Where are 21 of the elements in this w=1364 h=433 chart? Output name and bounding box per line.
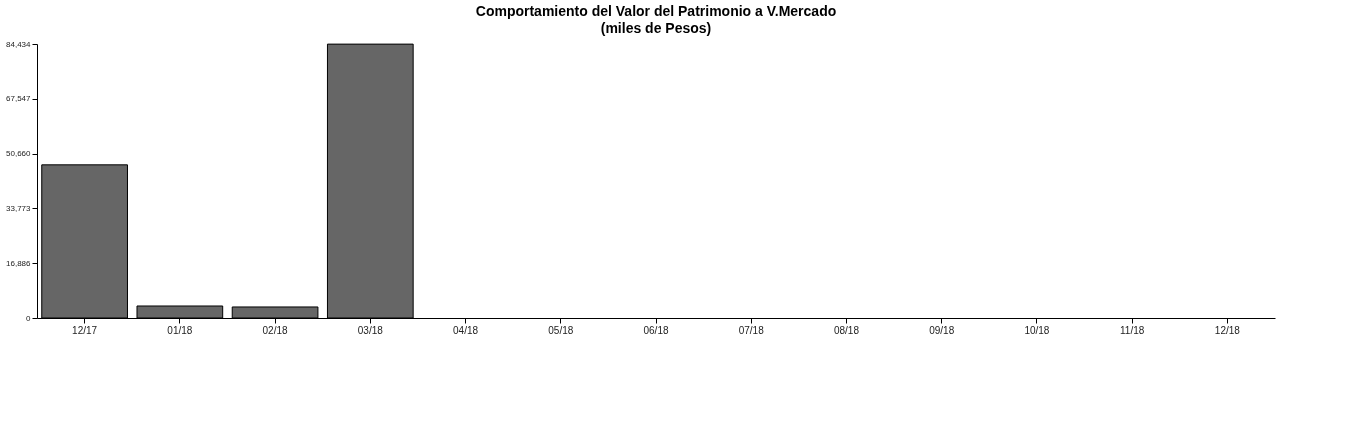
x-tick-label: 11/18 [1120, 324, 1145, 336]
x-tick-label: 06/18 [643, 324, 669, 336]
chart-title: Comportamiento del Valor del Patrimonio a V.Mercado [475, 3, 837, 19]
y-tick-label: 67,547 [6, 94, 32, 104]
chart-subtitle: (miles de Pesos) [600, 20, 712, 36]
y-tick-label: 0 [26, 313, 32, 323]
y-tick-label: 16,886 [6, 258, 32, 268]
x-tick-label: 03/18 [357, 324, 384, 336]
y-tick-label: 84,434 [6, 39, 32, 49]
y-tick-label: 33,773 [6, 203, 32, 213]
x-tick-label: 04/18 [453, 324, 479, 336]
x-tick-label: 02/18 [262, 324, 289, 336]
x-tick-label: 08/18 [833, 324, 860, 336]
y-tick-label: 50,660 [6, 149, 32, 159]
x-tick-label: 05/18 [548, 324, 574, 336]
x-tick-label: 09/18 [929, 324, 955, 336]
x-tick-label: 01/18 [167, 324, 193, 336]
x-tick-label: 10/18 [1024, 324, 1050, 336]
x-tick-label: 12/18 [1214, 324, 1241, 336]
x-tick-label: 12/17 [72, 324, 98, 336]
x-tick-label: 07/18 [738, 324, 765, 336]
